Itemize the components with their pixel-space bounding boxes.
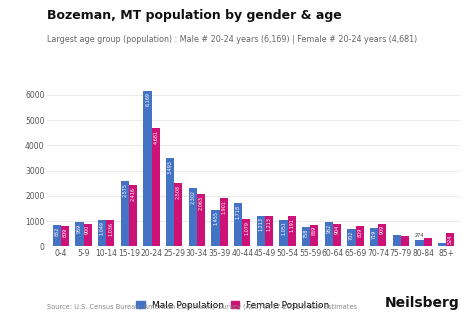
Text: 3,493: 3,493 — [168, 160, 173, 173]
Bar — [265, 216, 273, 246]
Legend: Male Population, Female Population: Male Population, Female Population — [133, 297, 333, 313]
Bar — [257, 216, 265, 246]
Text: 719: 719 — [372, 230, 377, 239]
Text: 904: 904 — [335, 225, 339, 234]
Text: 869: 869 — [312, 226, 317, 235]
Bar — [152, 128, 160, 246]
Bar — [189, 188, 197, 246]
Bar — [174, 183, 182, 246]
Bar — [144, 90, 152, 246]
Text: 6,169: 6,169 — [145, 92, 150, 106]
Text: 900: 900 — [85, 225, 90, 234]
Text: 2,416: 2,416 — [130, 187, 136, 201]
Text: 4,681: 4,681 — [153, 130, 158, 144]
Bar — [242, 219, 250, 246]
Text: 809: 809 — [63, 228, 68, 237]
Bar — [438, 243, 446, 246]
Text: 1,079: 1,079 — [244, 221, 249, 234]
Bar — [356, 226, 364, 246]
Bar — [288, 216, 296, 246]
Bar — [325, 222, 333, 246]
Text: Neilsberg: Neilsberg — [385, 296, 460, 310]
Text: 1,051: 1,051 — [281, 222, 286, 235]
Bar — [197, 194, 205, 246]
Bar — [75, 222, 83, 246]
Bar — [415, 240, 424, 246]
Bar — [446, 233, 455, 246]
Text: Source: U.S. Census Bureau, American Community Survey (ACS) 2017-2021 5-Year Est: Source: U.S. Census Bureau, American Com… — [47, 303, 357, 310]
Bar — [98, 220, 106, 246]
Bar — [219, 198, 228, 246]
Bar — [370, 228, 378, 246]
Bar — [121, 181, 129, 246]
Text: 852: 852 — [55, 227, 59, 236]
Text: 274: 274 — [415, 233, 424, 238]
Text: 1,191: 1,191 — [289, 218, 294, 232]
Text: 1,213: 1,213 — [266, 217, 272, 231]
Text: 702: 702 — [349, 230, 354, 240]
Text: 758: 758 — [304, 229, 309, 238]
Bar — [106, 220, 114, 246]
Bar — [393, 235, 401, 246]
Bar — [166, 158, 174, 246]
Bar — [333, 224, 341, 246]
Text: Largest age group (population) : Male # 20-24 years (6,169) | Female # 20-24 yea: Largest age group (population) : Male # … — [47, 35, 418, 44]
Bar — [401, 236, 409, 246]
Text: 2,302: 2,302 — [191, 190, 195, 204]
Bar — [53, 225, 61, 246]
Text: 1,901: 1,901 — [221, 200, 226, 214]
Text: Bozeman, MT population by gender & age: Bozeman, MT population by gender & age — [47, 9, 342, 22]
Bar — [378, 223, 386, 246]
Text: 952: 952 — [326, 224, 331, 233]
Text: 2,508: 2,508 — [176, 185, 181, 198]
Text: 2,063: 2,063 — [199, 196, 203, 210]
Bar — [129, 185, 137, 246]
Text: 969: 969 — [77, 223, 82, 233]
Text: 809: 809 — [357, 228, 362, 237]
Text: 1,455: 1,455 — [213, 211, 218, 225]
Text: 2,575: 2,575 — [122, 183, 128, 197]
Text: 1,718: 1,718 — [236, 204, 241, 219]
Bar — [61, 226, 69, 246]
Bar — [302, 227, 310, 246]
Bar — [234, 203, 242, 246]
Bar — [424, 238, 432, 246]
Text: 524: 524 — [448, 235, 453, 244]
Text: 1,036: 1,036 — [108, 222, 113, 236]
Text: 909: 909 — [380, 225, 385, 234]
Bar — [211, 210, 219, 246]
Text: 1,213: 1,213 — [258, 217, 264, 231]
Bar — [310, 224, 319, 246]
Bar — [279, 220, 288, 246]
Text: 1,049: 1,049 — [100, 222, 105, 235]
Bar — [83, 224, 92, 246]
Bar — [347, 229, 356, 246]
